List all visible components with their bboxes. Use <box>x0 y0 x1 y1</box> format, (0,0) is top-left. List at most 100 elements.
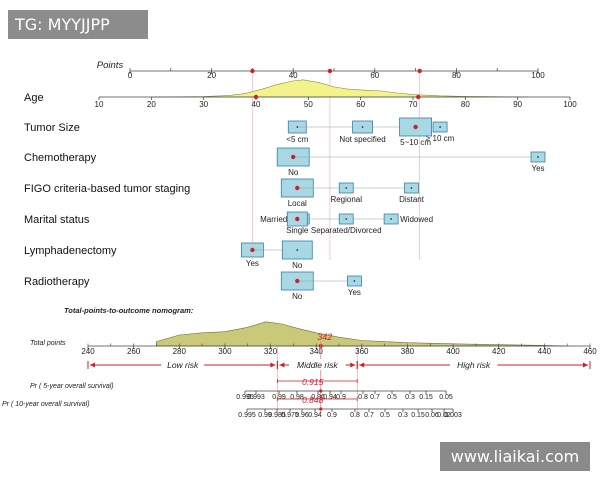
level-dot <box>353 280 356 282</box>
level-label: Regional <box>330 195 362 204</box>
total-tick-label: 440 <box>538 347 552 356</box>
survival-tick-label: 0.9 <box>336 394 346 401</box>
survival-marked-value: 0.915 <box>302 377 324 387</box>
survival-tick-label: 0.995 <box>236 394 254 401</box>
total-tick-label: 260 <box>127 347 141 356</box>
age-density-area <box>151 79 529 98</box>
age-tick-label: 10 <box>95 100 104 109</box>
age-marker <box>253 94 259 100</box>
level-dot <box>537 156 539 158</box>
total-tick-label: 240 <box>81 347 95 356</box>
survival-tick-label: 0.05 <box>439 394 453 401</box>
survival-tick-label: 0.8 <box>358 394 368 401</box>
risk-arrow-left <box>90 362 95 368</box>
total-points-label: Total points <box>30 340 66 347</box>
level-dot <box>410 187 413 189</box>
survival-tick-label: 0.993 <box>247 394 265 401</box>
points-marker <box>327 68 333 74</box>
level-label: <5 cm <box>286 135 308 144</box>
age-tick-label: 30 <box>199 100 208 109</box>
survival-tick-label: 0.975 <box>281 412 299 419</box>
level-label: Local <box>288 199 307 208</box>
total-tick-label: 460 <box>583 347 597 356</box>
survival-tick-label: 0.8 <box>350 412 360 419</box>
survival-tick-label: 0.15 <box>419 394 433 401</box>
risk-label-bg <box>161 359 205 370</box>
risk-group-label: High risk <box>457 360 491 370</box>
points-tick-label: 0 <box>128 71 133 80</box>
risk-arrow-right <box>350 362 356 368</box>
survival-tick-label: 0.7 <box>370 394 380 401</box>
survival-marked-value: 0.848 <box>302 395 324 405</box>
risk-group-label: Low risk <box>167 360 199 370</box>
total-points-subtitle: Total-points-to-outcome nomogram: <box>64 306 194 315</box>
level-label: ≥ 10 cm <box>426 134 455 143</box>
survival-tick-label: 0.7 <box>364 412 374 419</box>
points-marker <box>250 68 255 74</box>
level-marker <box>295 185 300 191</box>
points-axis-label: Points <box>97 60 124 71</box>
risk-arrow-right <box>270 362 276 368</box>
points-tick-label: 60 <box>370 71 379 80</box>
age-tick-label: 20 <box>147 100 156 109</box>
risk-arrow-left <box>359 362 365 368</box>
survival-tick-label: 0.99 <box>272 394 286 401</box>
age-tick-label: 60 <box>356 100 365 109</box>
survival-tick-label: 0.96 <box>295 412 309 419</box>
level-label: Yes <box>531 164 544 173</box>
level-label: No <box>292 261 303 270</box>
total-tick-label: 380 <box>401 347 415 356</box>
level-marker <box>250 247 255 253</box>
level-dot <box>345 187 348 189</box>
risk-group-label: Middle risk <box>297 360 338 370</box>
survival-tick-label: 0.94 <box>323 394 337 401</box>
age-marker <box>416 94 421 100</box>
survival-tick-label: 0.3 <box>405 394 415 401</box>
age-tick-label: 100 <box>563 100 577 109</box>
survival-tick-label: 0.94 <box>308 412 322 419</box>
risk-arrow-left <box>279 362 285 368</box>
variable-label: Marital status <box>24 214 90 226</box>
level-label: 5~10 cm <box>400 138 431 147</box>
survival-tick-label: 0.96 <box>311 394 325 401</box>
level-dot <box>296 126 299 128</box>
age-tick-label: 50 <box>304 100 313 109</box>
survival-tick-label: 0.3 <box>398 412 408 419</box>
survival-tick-label: 0.003 <box>444 412 462 419</box>
level-dot <box>296 249 299 251</box>
points-tick-label: 40 <box>289 71 298 80</box>
total-tick-label: 360 <box>355 347 369 356</box>
variable-label: Radiotherapy <box>24 276 90 288</box>
survival-tick-label: 0.9 <box>327 412 337 419</box>
survival-tick-label: 0.985 <box>268 412 286 419</box>
points-tick-label: 20 <box>207 71 216 80</box>
level-label: Married <box>260 215 287 224</box>
total-tick-label: 300 <box>218 347 232 356</box>
level-dot <box>439 126 441 128</box>
survival-axis-label: Pr ( 5-year overall survival) <box>30 383 114 390</box>
total-tick-label: 400 <box>446 347 460 356</box>
level-label: Yes <box>348 288 361 297</box>
total-tick-label: 340 <box>310 347 324 356</box>
points-tick-label: 80 <box>452 71 461 80</box>
level-dot <box>345 218 348 220</box>
total-tick-label: 320 <box>264 347 278 356</box>
age-tick-label: 80 <box>461 100 470 109</box>
total-density-area <box>156 321 568 347</box>
level-marker <box>295 216 300 222</box>
total-tick-label: 280 <box>173 347 187 356</box>
level-marker <box>413 124 418 130</box>
survival-tick-label: 0.06 <box>425 412 439 419</box>
level-label: Yes <box>246 259 259 268</box>
level-label: Distant <box>399 195 425 204</box>
age-tick-label: 40 <box>252 100 261 109</box>
variable-label: Tumor Size <box>24 122 80 134</box>
level-label: Not specified <box>339 135 385 144</box>
level-dot <box>361 126 364 128</box>
risk-label-bg <box>289 359 346 370</box>
variable-label: Lymphadenectomy <box>24 245 117 257</box>
points-marker <box>417 68 422 74</box>
level-label: No <box>288 168 299 177</box>
survival-tick-label: 0.99 <box>258 412 272 419</box>
